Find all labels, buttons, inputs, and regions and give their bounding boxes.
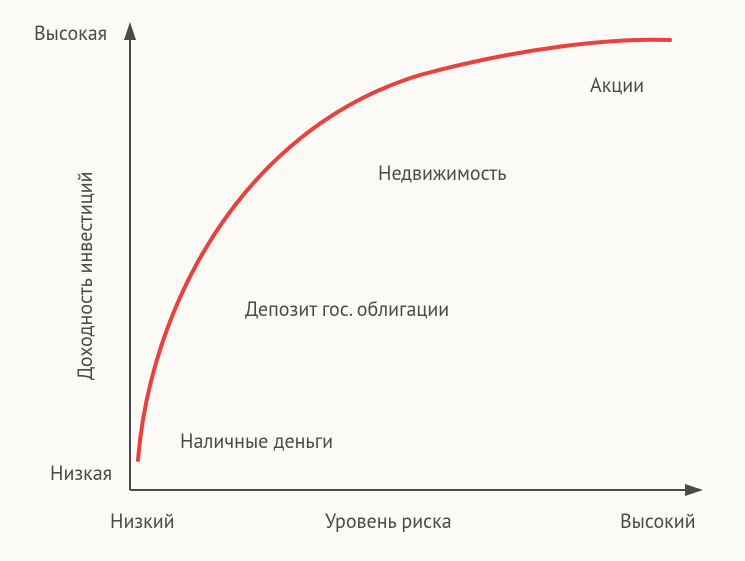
x-high-label: Высокий	[620, 508, 696, 534]
annotation-cash: Наличные деньги	[180, 428, 333, 454]
y-high-label: Высокая	[34, 20, 107, 46]
y-axis-arrow	[124, 22, 136, 40]
y-low-label: Низкая	[50, 460, 112, 486]
x-axis-title: Уровень риска	[325, 508, 452, 534]
risk-return-chart: Высокая Низкая Доходность инвестиций Низ…	[0, 0, 745, 561]
annotation-deposit: Депозит гос. облигации	[245, 296, 449, 322]
annotation-realty: Недвижимость	[378, 160, 507, 186]
x-low-label: Низкий	[110, 508, 175, 534]
annotation-stocks: Акции	[590, 72, 644, 98]
x-axis-arrow	[685, 484, 703, 496]
risk-return-curve	[138, 40, 670, 460]
y-axis-title: Доходность инвестиций	[72, 171, 98, 380]
